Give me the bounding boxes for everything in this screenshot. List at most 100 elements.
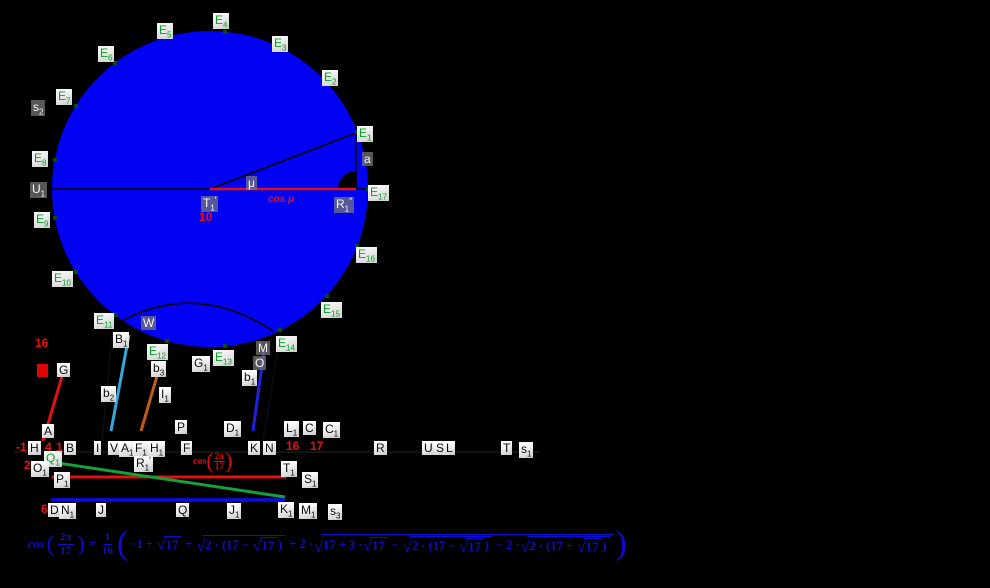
label-H: H [28,441,41,455]
cos-tag-fraction: 2π 17 [213,450,226,471]
vertex-E13 [223,344,227,348]
label-b2: b2 [101,386,117,403]
label-L: L [444,441,455,455]
center-to-E1 [209,132,357,190]
label-E6: E6 [98,46,115,63]
lparen: ( [46,531,54,556]
vertex-E11 [113,313,117,317]
step-10: 10 [199,210,213,224]
label-A1: A1 [119,441,136,458]
vertex-E10 [74,270,78,274]
label-cos-mu: cos μ [268,194,295,205]
big-lparen: ( [116,525,129,562]
rparen: ) [77,531,85,556]
label-E15: E15 [321,302,342,319]
label-E14: E14 [276,336,297,353]
label-O: O [253,356,267,370]
vertex-E9 [53,216,57,220]
label-F1: F1 [133,441,149,458]
vertex-E14 [278,328,282,332]
vertex-E16 [355,244,359,248]
label-E12: E12 [147,344,168,361]
label-P1: P1 [54,472,71,489]
label-I: I [94,441,102,455]
label-E11: E11 [94,313,115,330]
label-L1: L1 [284,421,300,438]
label-B1: B1 [113,332,130,349]
label-E7: E7 [56,89,73,106]
label-M: M [256,341,270,355]
label-K1: K1 [278,502,295,519]
label-D: D [48,503,61,517]
label-F: F [181,441,193,455]
argument-fraction: 2π 17 [58,531,74,557]
label-s1: s1 [519,442,534,459]
label-C: C [303,421,316,435]
label-S: S [434,441,447,455]
cos-tag-fn: cos [193,455,207,467]
label-R1-doubleprime: R1″ [334,196,355,214]
label-U1: U1 [30,182,48,199]
big-sqrt: √ 17 + 3 · √ 17 − √ 2 · (17− √ 17 ) − 2 · … [314,533,614,555]
equals-sign: = [88,536,96,551]
label-E5: E5 [157,23,174,40]
right-angle-wedge [338,171,356,189]
label-N1: N1 [59,503,77,520]
label-G: G [57,363,71,377]
green-segment [50,460,286,499]
vertex-E6 [113,61,117,65]
label-H1: H1 [148,441,166,458]
label-M1: M1 [299,503,318,520]
cos-2pi-17-tag: cos(2π 17) [193,450,232,472]
label-I1: I1 [159,387,171,404]
label-E10: E10 [52,271,73,288]
step-minus1: -1 [16,440,27,454]
red-square-marker [37,364,48,377]
vertex-E7 [74,104,78,108]
coefficient-fraction: 1 16 [101,531,113,557]
label-K: K [248,441,261,455]
label-mu: μ [246,176,257,190]
label-O1: O1 [31,461,49,478]
vertex-E4 [223,30,227,34]
helper-black-E11 [101,315,115,442]
step-16: 16 [286,439,300,453]
label-R: R [374,441,387,455]
cos-tag-lparen: ( [206,448,214,473]
vertex-E12 [165,339,169,343]
label-C1: C1 [323,422,341,439]
sqrt-17: √ 17 [157,535,182,553]
label-s2: s2 [31,100,46,117]
label-E8: E8 [32,151,49,168]
label-N: N [263,441,276,455]
factor-2: 2 · [299,536,314,551]
cyan-slant-B1-V [109,334,131,432]
label-E13: E13 [213,350,234,367]
cos-tag-rparen: ) [225,448,233,473]
step-4: 4 [45,440,52,454]
vertex-E15 [325,294,329,298]
label-U: U [422,441,435,455]
orange-slant-I1 [139,375,159,432]
sqrt-2-17-minus-sqrt17: √ 2 · (17− √ 17 ) [196,534,286,554]
label-J: J [96,503,106,517]
term-minus1: −1 [129,536,143,551]
label-T: T [501,441,513,455]
big-rparen: ) [615,525,627,562]
label-W: W [141,316,157,330]
label-T1: T1 [281,461,297,478]
formula-fn: cos [28,536,45,551]
label-b3: b3 [151,361,167,378]
label-T1-prime: T1′ [201,195,219,213]
step-16-left: 16 [35,336,49,350]
label-P: P [175,420,188,434]
label-E9: E9 [34,212,51,229]
label-D1: D1 [224,421,242,438]
label-E1: E1 [357,126,374,143]
label-A: A [42,424,55,438]
label-R1-prime: R1′ [134,455,153,473]
label-E4: E4 [213,13,230,30]
label-E2: E2 [322,70,339,87]
label-V: V [108,441,121,455]
